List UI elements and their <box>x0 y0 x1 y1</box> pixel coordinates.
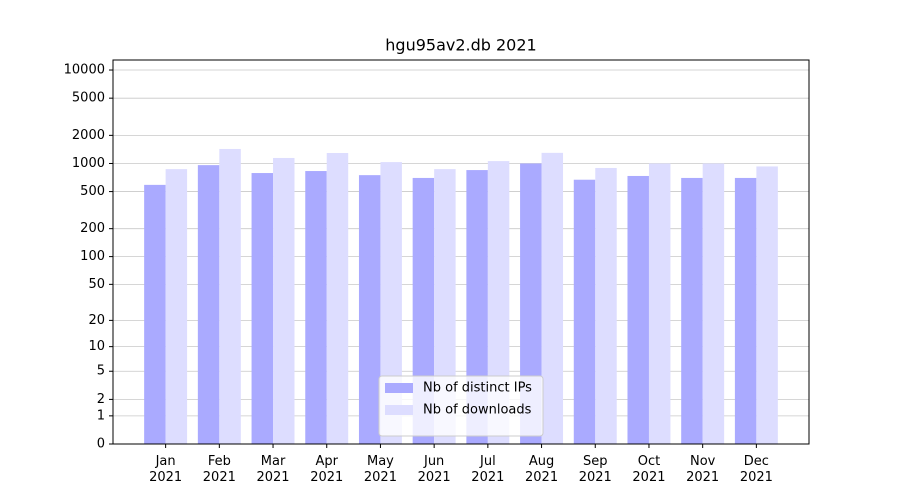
chart-title: hgu95av2.db 2021 <box>385 36 536 55</box>
bar <box>358 175 381 444</box>
x-tick-label: Nov 2021 <box>686 454 719 485</box>
plot-frame <box>112 59 810 445</box>
bar <box>380 162 402 444</box>
bar <box>648 163 671 444</box>
x-tick-label: May 2021 <box>364 454 397 485</box>
x-tick-label: Apr 2021 <box>310 454 343 485</box>
bar <box>251 173 274 444</box>
x-tick-label: Jan 2021 <box>149 454 182 485</box>
y-tick-label: 10 <box>88 339 105 354</box>
x-tick-label: Mar 2021 <box>256 454 289 485</box>
y-tick-label: 1 <box>97 408 105 423</box>
bar <box>520 163 542 444</box>
y-tick-label: 200 <box>80 221 105 236</box>
x-tick-label: Sep 2021 <box>579 454 612 485</box>
bar <box>487 161 510 444</box>
bar <box>681 177 703 445</box>
y-tick-label: 20 <box>88 313 105 328</box>
x-tick-label: Feb 2021 <box>203 454 236 485</box>
bar <box>326 152 349 444</box>
bar <box>434 169 456 444</box>
bar <box>734 177 757 445</box>
bar <box>219 148 241 444</box>
y-tick-label: 5000 <box>72 91 105 106</box>
legend-box <box>378 375 544 437</box>
bar <box>197 165 220 444</box>
bar <box>702 163 725 444</box>
y-tick-label: 1000 <box>72 156 105 171</box>
bar <box>305 171 327 444</box>
y-tick-label: 100 <box>80 249 105 264</box>
x-tick-label: Oct 2021 <box>632 454 665 485</box>
x-tick-label: Jun 2021 <box>418 454 451 485</box>
x-tick-label: Dec 2021 <box>740 454 773 485</box>
legend-label: Nb of downloads <box>423 403 532 418</box>
bar <box>756 166 778 444</box>
legend-swatch <box>385 405 413 415</box>
legend-swatch <box>385 383 413 393</box>
y-tick-label: 500 <box>80 184 105 199</box>
bar <box>595 167 617 444</box>
bar <box>541 152 564 445</box>
bar <box>165 169 188 444</box>
y-tick-label: 2000 <box>72 128 105 143</box>
y-tick-label: 2 <box>97 392 105 407</box>
y-tick-label: 50 <box>88 277 105 292</box>
y-tick-label: 10000 <box>64 63 105 78</box>
y-tick-label: 0 <box>97 437 105 452</box>
legend: Nb of distinct IPs Nb of downloads <box>378 375 544 437</box>
x-tick-label: Aug 2021 <box>525 454 558 485</box>
y-tick-label: 5 <box>97 364 105 379</box>
bar <box>273 157 295 444</box>
legend-label: Nb of distinct IPs <box>423 381 532 396</box>
bar <box>144 184 166 444</box>
bar <box>573 179 596 445</box>
bar <box>627 175 649 444</box>
x-tick-label: Jul 2021 <box>471 454 504 485</box>
